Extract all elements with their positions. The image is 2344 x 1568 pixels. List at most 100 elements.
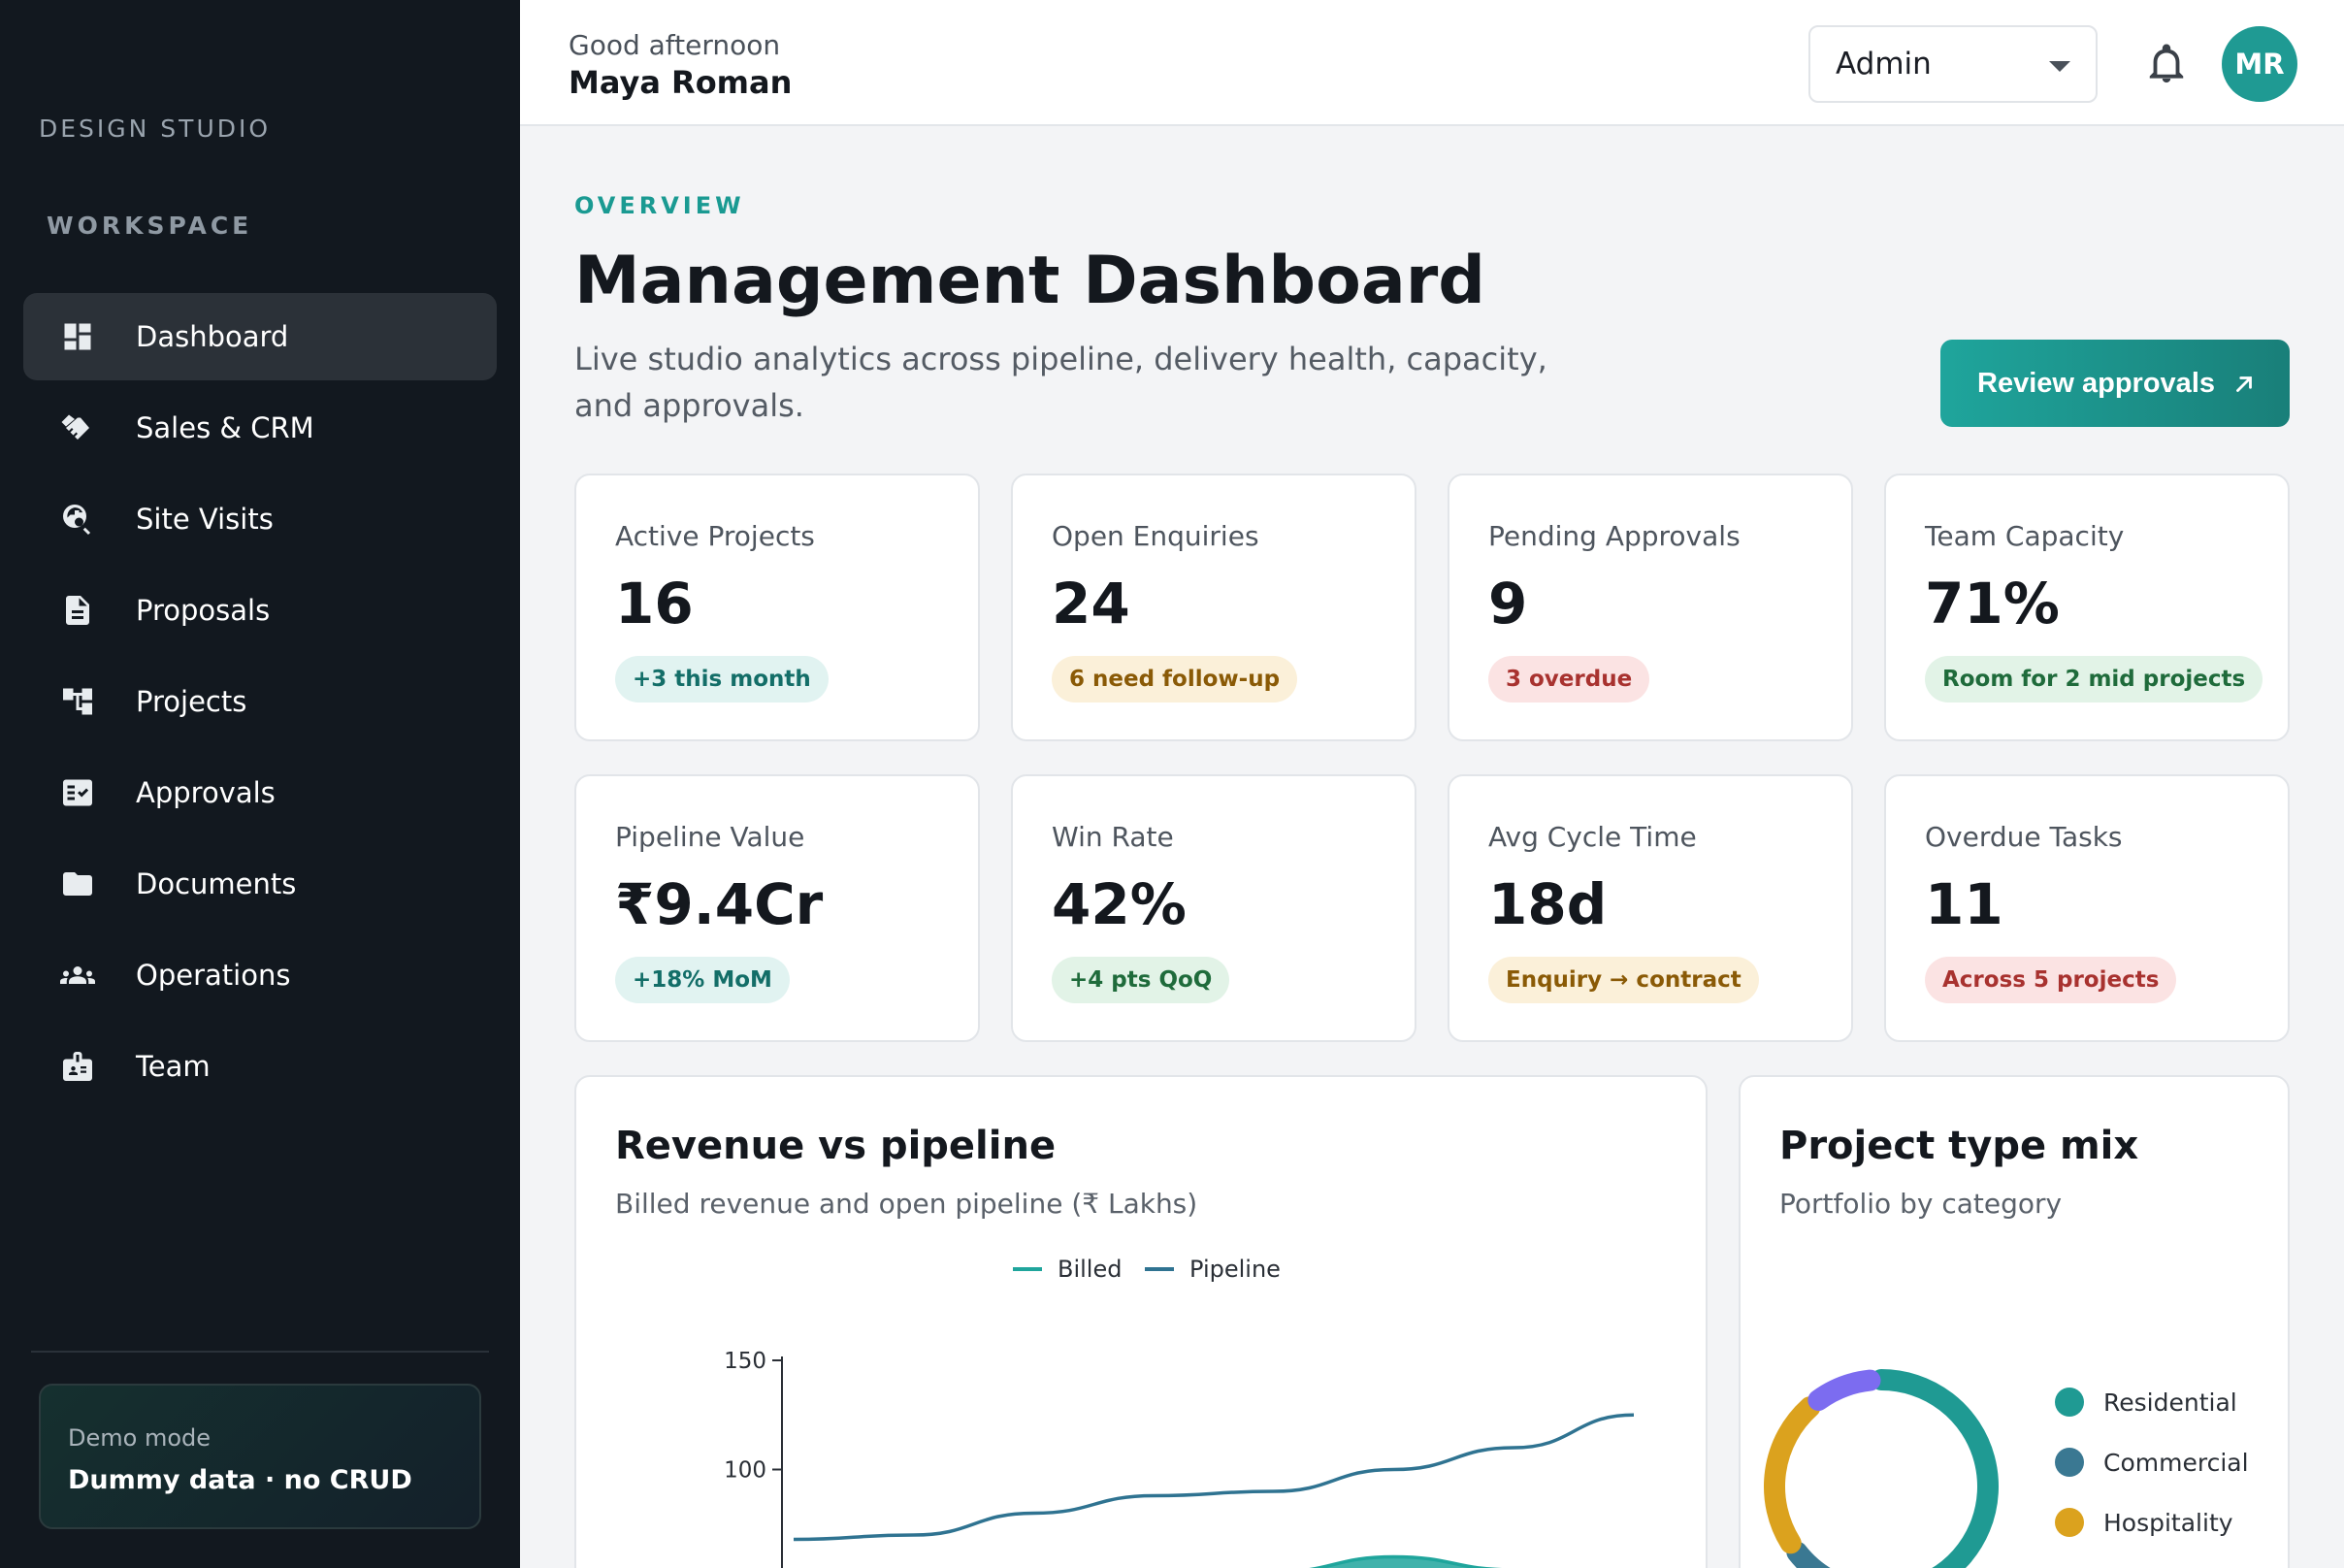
sidebar-item-label: Approvals (136, 776, 276, 809)
sidebar-item-sales-crm[interactable]: Sales & CRM (23, 384, 497, 472)
page-title: Management Dashboard (574, 243, 1485, 319)
chevron-down-icon (2049, 61, 2070, 72)
kpi-value: 71% (1925, 571, 2060, 637)
revenue-panel: Revenue vs pipeline Billed revenue and o… (574, 1075, 1708, 1568)
demo-mode-box: Demo mode Dummy data · no CRUD (39, 1384, 481, 1529)
sidebar-item-label: Operations (136, 959, 291, 992)
role-select-value: Admin (1836, 47, 1932, 82)
legend-dot (2055, 1448, 2084, 1477)
legend-label: Commercial (2103, 1448, 2249, 1477)
arrow-up-right-icon (2236, 376, 2252, 392)
legend-label: Hospitality (2103, 1508, 2233, 1537)
kpi-card-pending-approvals: Pending Approvals 9 3 overdue (1448, 474, 1853, 741)
sidebar-item-label: Projects (136, 685, 247, 718)
legend-label: Pipeline (1189, 1256, 1281, 1283)
account-tree-icon (58, 682, 97, 721)
kpi-card-active-projects: Active Projects 16 +3 this month (574, 474, 980, 741)
avatar[interactable]: MR (2222, 26, 2297, 102)
kpi-value: 42% (1052, 871, 1187, 937)
kpi-card-overdue-tasks: Overdue Tasks 11 Across 5 projects (1884, 774, 2290, 1042)
legend-pipeline[interactable]: Pipeline (1145, 1256, 1281, 1283)
donut-arc (1764, 1396, 1821, 1554)
sidebar-item-label: Site Visits (136, 503, 274, 536)
sidebar-item-label: Team (136, 1050, 211, 1083)
legend-swatch-billed (1013, 1267, 1042, 1271)
kpi-badge: 3 overdue (1488, 656, 1650, 702)
project-mix-donut (1764, 1369, 1999, 1568)
sidebar-item-label: Documents (136, 867, 297, 900)
fact-check-icon (58, 773, 97, 812)
demo-mode-label: Demo mode (68, 1424, 211, 1452)
donut-arc (1786, 1541, 1831, 1568)
legend-label: Billed (1058, 1256, 1123, 1283)
legend-swatch-pipeline (1145, 1267, 1174, 1271)
kpi-card-pipeline-value: Pipeline Value ₹9.4Cr +18% MoM (574, 774, 980, 1042)
sidebar-divider (31, 1351, 489, 1353)
kpi-label: Avg Cycle Time (1488, 821, 1697, 853)
review-approvals-label: Review approvals (1977, 367, 2215, 399)
groups-icon (58, 956, 97, 995)
kpi-badge: Enquiry → contract (1488, 957, 1759, 1003)
sidebar-item-projects[interactable]: Projects (23, 658, 497, 745)
project-mix-title: Project type mix (1779, 1124, 2139, 1168)
kpi-card-win-rate: Win Rate 42% +4 pts QoQ (1011, 774, 1416, 1042)
series-line-pipeline (793, 1413, 1635, 1542)
top-header: Good afternoon Maya Roman Admin MR (520, 0, 2344, 126)
kpi-label: Win Rate (1052, 821, 1174, 853)
kpi-value: 11 (1925, 871, 2003, 937)
legend-label: Residential (2103, 1388, 2237, 1417)
sidebar-nav: Dashboard Sales & CRM Site Visits Propos… (23, 293, 497, 1114)
sidebar-item-team[interactable]: Team (23, 1023, 497, 1110)
sidebar-item-dashboard[interactable]: Dashboard (23, 293, 497, 380)
project-mix-subtitle: Portfolio by category (1779, 1188, 2063, 1220)
page-subtitle: Live studio analytics across pipeline, d… (574, 341, 1547, 424)
kpi-badge: +4 pts QoQ (1052, 957, 1230, 1003)
kpi-label: Pipeline Value (615, 821, 805, 853)
kpi-value: 9 (1488, 571, 1528, 637)
revenue-chart: 100 150 (724, 1349, 1635, 1568)
y-tick-label: 100 (724, 1458, 766, 1484)
legend-hospitality[interactable]: Hospitality (2055, 1508, 2233, 1537)
kpi-badge: Across 5 projects (1925, 957, 2177, 1003)
kpi-badge: +18% MoM (615, 957, 790, 1003)
sidebar-item-documents[interactable]: Documents (23, 840, 497, 928)
kpi-card-team-capacity: Team Capacity 71% Room for 2 mid project… (1884, 474, 2290, 741)
kpi-value: 18d (1488, 871, 1608, 937)
sidebar-item-label: Dashboard (136, 320, 289, 353)
sidebar: DESIGN STUDIO WORKSPACE Dashboard Sales … (0, 0, 520, 1568)
legend-dot (2055, 1388, 2084, 1417)
kpi-label: Open Enquiries (1052, 520, 1259, 552)
folder-icon (58, 865, 97, 903)
y-tick-label: 150 (724, 1349, 766, 1374)
revenue-panel-subtitle: Billed revenue and open pipeline (₹ Lakh… (615, 1188, 1198, 1220)
kpi-card-avg-cycle-time: Avg Cycle Time 18d Enquiry → contract (1448, 774, 1853, 1042)
document-icon (58, 591, 97, 630)
kpi-card-open-enquiries: Open Enquiries 24 6 need follow-up (1011, 474, 1416, 741)
handshake-icon (58, 408, 97, 447)
legend-commercial[interactable]: Commercial (2055, 1448, 2249, 1477)
sidebar-item-proposals[interactable]: Proposals (23, 567, 497, 654)
page-overline: OVERVIEW (574, 192, 745, 219)
series-line-billed (1309, 1554, 1501, 1568)
kpi-label: Team Capacity (1925, 520, 2125, 552)
donut-arc (1807, 1369, 1881, 1412)
sidebar-item-operations[interactable]: Operations (23, 931, 497, 1019)
role-select[interactable]: Admin (1808, 25, 2098, 103)
sidebar-item-approvals[interactable]: Approvals (23, 749, 497, 836)
sidebar-item-label: Sales & CRM (136, 411, 314, 444)
travel-explore-icon (58, 500, 97, 539)
kpi-label: Overdue Tasks (1925, 821, 2123, 853)
project-mix-panel: Project type mix Portfolio by category R… (1739, 1075, 2290, 1568)
legend-dot (2055, 1508, 2084, 1537)
legend-billed[interactable]: Billed (1013, 1256, 1122, 1283)
kpi-badge: +3 this month (615, 656, 829, 702)
user-name: Maya Roman (569, 64, 793, 101)
kpi-value: ₹9.4Cr (615, 871, 824, 937)
review-approvals-button[interactable]: Review approvals (1940, 340, 2290, 427)
sidebar-item-site-visits[interactable]: Site Visits (23, 475, 497, 563)
workspace-label: WORKSPACE (47, 212, 253, 240)
sidebar-item-label: Proposals (136, 594, 271, 627)
greeting: Good afternoon (569, 29, 781, 61)
bell-icon[interactable] (2144, 41, 2189, 87)
legend-residential[interactable]: Residential (2055, 1388, 2237, 1417)
